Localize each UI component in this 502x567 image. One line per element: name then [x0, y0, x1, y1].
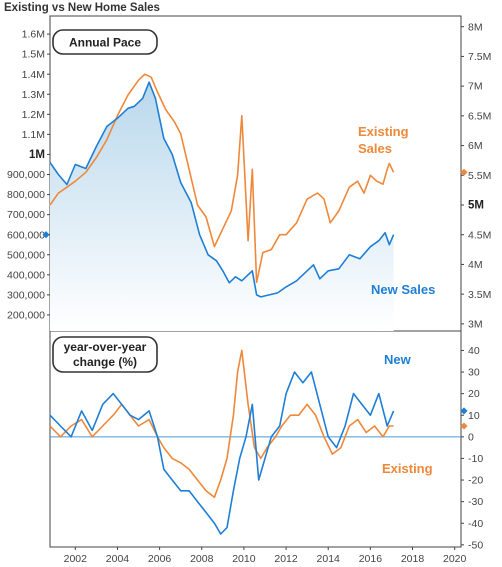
- x-tick-label: 2004: [106, 553, 130, 565]
- top-right-axis: 3M 3.5M 4M 4.5M 5M 5.5M 6M 6.5M 7M 7.5M 8M: [461, 21, 491, 330]
- yoy-tick-label: -40: [468, 518, 483, 530]
- yoy-change-label: year-over-year change (%): [52, 336, 158, 373]
- right-tick-label: 5M: [468, 200, 484, 212]
- latest-value-markers: [42, 168, 468, 430]
- top-lines-layer: [49, 73, 395, 298]
- left-tick-label: 200,000: [7, 310, 45, 322]
- left-tick-label: 1.5M: [22, 49, 45, 61]
- bottom-right-axis: -50 -40 -30 -20 -10 0 10 20 30 40: [461, 345, 483, 551]
- yoy-tick-label: -30: [468, 496, 483, 508]
- x-tick-label: 2002: [64, 553, 88, 565]
- existing-sales-line: [49, 73, 395, 284]
- left-tick-label: 300,000: [7, 289, 45, 301]
- x-tick-label: 2016: [359, 553, 383, 565]
- left-tick-label: 1.4M: [22, 69, 45, 81]
- left-tick-label: 1M: [29, 149, 45, 161]
- existing-sales-latest-marker: [460, 168, 468, 176]
- annual-pace-text: Annual Pace: [69, 36, 141, 50]
- new-yoy-label: New: [384, 352, 412, 367]
- left-tick-label: 1.6M: [22, 29, 45, 41]
- yoy-tick-label: 20: [468, 388, 480, 400]
- x-tick-label: 2008: [190, 553, 214, 565]
- x-tick-label: 2010: [232, 553, 256, 565]
- right-tick-label: 5.5M: [468, 170, 491, 182]
- left-tick-label: 700,000: [7, 209, 45, 221]
- x-tick-label: 2018: [401, 553, 425, 565]
- new-sales-label: New Sales: [371, 282, 435, 297]
- left-tick-label: 600,000: [7, 229, 45, 241]
- new-sales-line: [49, 81, 395, 298]
- x-axis: 2002 2004 2006 2008 2010 2012 2014 2016 2018 2020: [64, 547, 467, 565]
- annual-pace-label: Annual Pace: [52, 29, 158, 55]
- existing-sales-label-line1: Existing: [358, 124, 409, 139]
- right-tick-label: 4.5M: [468, 229, 491, 241]
- new-yoy-line: [49, 371, 395, 535]
- right-tick-label: 8M: [468, 21, 483, 33]
- yoy-tick-label: -50: [468, 539, 483, 551]
- existing-sales-label-line2: Sales: [358, 141, 392, 156]
- yoy-tick-label: 0: [468, 431, 474, 443]
- x-tick-label: 2006: [148, 553, 172, 565]
- yoy-change-text-line2: change (%): [73, 355, 137, 369]
- left-tick-label: 1.1M: [22, 129, 45, 141]
- left-tick-label: 1.2M: [22, 109, 45, 121]
- right-tick-label: 7.5M: [468, 51, 491, 63]
- right-tick-label: 6M: [468, 140, 483, 152]
- new-sales-latest-marker: [42, 231, 50, 239]
- yoy-tick-label: 40: [468, 345, 480, 357]
- yoy-tick-label: 30: [468, 367, 480, 379]
- right-tick-label: 3.5M: [468, 289, 491, 301]
- left-tick-label: 900,000: [7, 169, 45, 181]
- existing-yoy-label: Existing: [382, 461, 433, 476]
- yoy-tick-label: -10: [468, 453, 483, 465]
- right-tick-label: 6.5M: [468, 110, 491, 122]
- x-tick-label: 2014: [317, 553, 341, 565]
- left-tick-label: 800,000: [7, 189, 45, 201]
- left-tick-label: 1.3M: [22, 89, 45, 101]
- right-tick-label: 4M: [468, 259, 483, 271]
- yoy-change-text-line1: year-over-year: [64, 340, 147, 354]
- yoy-tick-label: -20: [468, 475, 483, 487]
- new-sales-area-layer: [50, 82, 394, 331]
- yoy-tick-label: 10: [468, 410, 480, 422]
- new-yoy-latest-marker: [460, 407, 468, 415]
- right-tick-label: 3M: [468, 318, 483, 330]
- existing-yoy-latest-marker: [460, 422, 468, 430]
- top-left-axis: 200,000 300,000 400,000 500,000 600,000 700,0…: [7, 29, 50, 322]
- right-tick-label: 7M: [468, 81, 483, 93]
- left-tick-label: 400,000: [7, 269, 45, 281]
- bottom-lines-layer: [49, 349, 395, 535]
- annual-pace-box: [52, 29, 158, 55]
- yoy-change-box: [52, 336, 158, 373]
- left-tick-label: 500,000: [7, 249, 45, 261]
- x-tick-label: 2012: [274, 553, 298, 565]
- chart-title: Existing vs New Home Sales: [4, 2, 160, 14]
- x-tick-label: 2020: [443, 553, 467, 565]
- new-sales-area: [50, 82, 394, 331]
